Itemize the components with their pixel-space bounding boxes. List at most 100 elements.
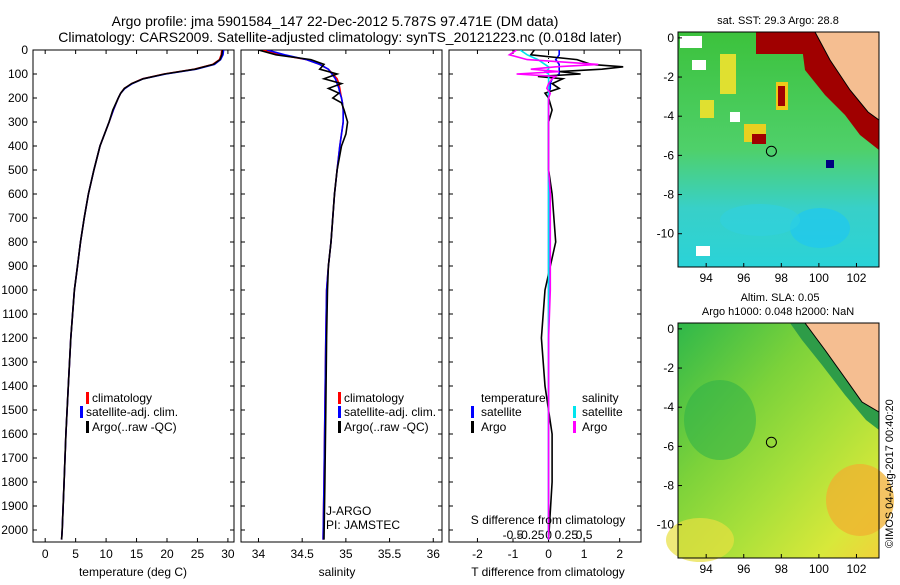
x-tick-label: 34 bbox=[252, 547, 266, 561]
depth-tick-label: 200 bbox=[8, 91, 28, 105]
x-tick-label: 15 bbox=[130, 547, 144, 561]
x-tick-label: 25 bbox=[191, 547, 205, 561]
legend-salinity-title: salinity bbox=[582, 391, 619, 405]
x-tick-label: 35.5 bbox=[378, 547, 402, 561]
legend-s-argo: Argo bbox=[582, 420, 608, 434]
sla-map-ticks: 94 96 98 100 102 0 -2 -4 -6 -8 -10 bbox=[657, 322, 867, 576]
map-x-tick-label: 102 bbox=[846, 562, 866, 576]
x-tick-label: 36 bbox=[427, 547, 441, 561]
depth-tick-label: 2000 bbox=[1, 523, 28, 537]
legend-argo: Argo(..raw -QC) bbox=[92, 420, 177, 434]
legend-satellite: satellite-adj. clim. bbox=[344, 405, 436, 419]
top-tick-label: 0.25 bbox=[555, 528, 579, 542]
sst-hot-patch bbox=[778, 86, 785, 106]
x-tick-label: 35 bbox=[339, 547, 353, 561]
depth-tick-label: 1100 bbox=[2, 307, 28, 321]
temperature-panel: 0 5 10 15 20 25 30 bbox=[33, 49, 235, 561]
series-group bbox=[258, 50, 349, 540]
map-y-tick-label: -2 bbox=[663, 361, 674, 375]
legend-swatch-satellite bbox=[338, 406, 341, 418]
x-tick-label: 34.5 bbox=[290, 547, 314, 561]
annotation-program: J-ARGO bbox=[326, 504, 371, 518]
depth-tick-label: 400 bbox=[8, 139, 28, 153]
series-group bbox=[507, 50, 624, 540]
figure-title-line2: Climatology: CARS2009. Satellite-adjuste… bbox=[58, 29, 621, 45]
map-x-tick-label: 102 bbox=[846, 271, 866, 285]
depth-tick-label: 900 bbox=[8, 259, 28, 273]
map-y-tick-label: -6 bbox=[663, 439, 674, 453]
map-x-tick-label: 98 bbox=[775, 271, 789, 285]
x-tick-label: 5 bbox=[72, 547, 79, 561]
series-climatology bbox=[262, 50, 345, 540]
sst-map-frame bbox=[677, 31, 880, 268]
map-y-tick-label: -8 bbox=[663, 479, 674, 493]
x-tick-label: -2 bbox=[472, 547, 483, 561]
sst-cool-patch bbox=[790, 208, 850, 248]
x-tick-label: 1 bbox=[581, 547, 588, 561]
temperature-xlabel: temperature (deg C) bbox=[79, 565, 187, 579]
legend-swatch-argo bbox=[338, 421, 341, 433]
depth-tick-label: 1600 bbox=[1, 427, 28, 441]
sst-warm-patch bbox=[700, 100, 714, 118]
sla-map: 94 96 98 100 102 0 -2 -4 -6 -8 -10 bbox=[657, 322, 894, 576]
map-y-tick-label: -10 bbox=[657, 227, 675, 241]
legend-swatch-climatology bbox=[86, 392, 89, 404]
x-tick-label: 0 bbox=[42, 547, 49, 561]
x-tick-label: 2 bbox=[616, 547, 623, 561]
legend-climatology: climatology bbox=[92, 391, 152, 405]
map-x-tick-label: 96 bbox=[737, 271, 751, 285]
sst-cool-patch bbox=[720, 204, 800, 236]
salinity-panel: 34 34.5 35 35.5 36 bbox=[241, 49, 442, 561]
depth-tick-label: 100 bbox=[8, 67, 28, 81]
sst-map: 94 96 98 100 102 0 -2 -4 -6 -8 -10 bbox=[657, 31, 880, 285]
series-s-argo bbox=[507, 50, 599, 540]
map-x-tick-label: 100 bbox=[809, 271, 829, 285]
argo-location-marker bbox=[765, 145, 777, 157]
difference-xlabel: T difference from climatology bbox=[471, 565, 625, 579]
depth-tick-label: 1800 bbox=[1, 475, 28, 489]
difference-panel-frame bbox=[448, 49, 642, 543]
legend-swatch-s-argo bbox=[573, 421, 576, 433]
top-tick-label: -0.5 bbox=[503, 528, 524, 542]
depth-tick-label: 0 bbox=[21, 43, 28, 57]
depth-tick-label: 700 bbox=[8, 211, 28, 225]
x-tick-label: -1 bbox=[508, 547, 519, 561]
map-y-tick-label: -10 bbox=[657, 518, 675, 532]
series-argo bbox=[258, 50, 349, 540]
top-tick-label: 0.5 bbox=[576, 528, 593, 542]
annotation-pi: PI: JAMSTEC bbox=[326, 518, 400, 532]
map-x-tick-label: 100 bbox=[809, 562, 829, 576]
sla-high-patch bbox=[826, 464, 894, 536]
legend-swatch-t-satellite bbox=[471, 406, 474, 418]
map-y-tick-label: 0 bbox=[667, 322, 674, 336]
map-x-tick-label: 94 bbox=[699, 562, 713, 576]
salinity-legend: climatology satellite-adj. clim. Argo(..… bbox=[326, 391, 436, 532]
legend-satellite: satellite-adj. clim. bbox=[86, 405, 178, 419]
salinity-xlabel: salinity bbox=[319, 565, 356, 579]
x-tick-label: 20 bbox=[160, 547, 174, 561]
sst-missing-data bbox=[696, 246, 710, 256]
legend-s-satellite: satellite bbox=[582, 405, 623, 419]
depth-tick-label: 1900 bbox=[1, 499, 28, 513]
map-x-tick-label: 96 bbox=[737, 562, 751, 576]
legend-climatology: climatology bbox=[344, 391, 404, 405]
salinity-panel-frame bbox=[240, 49, 443, 543]
x-tick-label: 0 bbox=[545, 547, 552, 561]
depth-tick-label: 600 bbox=[8, 187, 28, 201]
legend-temperature-title: temperature bbox=[481, 391, 546, 405]
legend-swatch-t-argo bbox=[471, 421, 474, 433]
legend-swatch-satellite bbox=[80, 406, 83, 418]
depth-tick-label: 1000 bbox=[1, 283, 28, 297]
sst-warm-patch bbox=[720, 54, 736, 94]
map-y-tick-label: 0 bbox=[667, 31, 674, 45]
map-y-tick-label: -4 bbox=[663, 109, 674, 123]
sst-map-title: sat. SST: 29.3 Argo: 28.8 bbox=[717, 15, 839, 27]
argo-location-marker bbox=[765, 436, 777, 448]
x-tick-label: 30 bbox=[221, 547, 235, 561]
series-climatology bbox=[60, 50, 223, 540]
depth-tick-label: 1700 bbox=[1, 451, 28, 465]
sla-map-title1: Altim. SLA: 0.05 bbox=[741, 292, 820, 304]
depth-tick-label: 300 bbox=[8, 115, 28, 129]
depth-tick-label: 800 bbox=[8, 235, 28, 249]
